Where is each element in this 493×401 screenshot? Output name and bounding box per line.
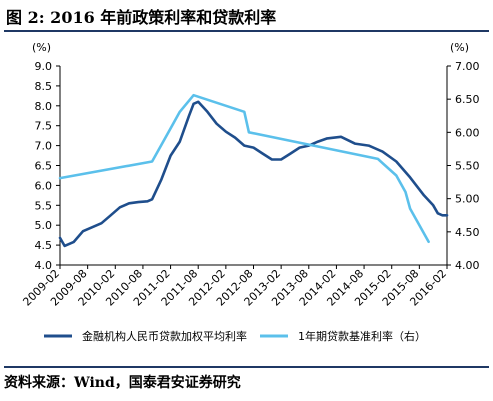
left-tick-label: 7.0 (35, 140, 53, 153)
figure-title: 图 2: 2016 年前政策利率和贷款利率 (6, 8, 277, 27)
right-y-axis: (%) 4.00 4.50 5.00 5.50 6.00 6.50 7.00 (446, 41, 480, 272)
legend-label: 金融机构人民币贷款加权平均利率 (82, 329, 247, 343)
left-tick-label: 8.5 (35, 80, 53, 93)
right-tick-label: 5.50 (455, 160, 480, 173)
series-layer (58, 93, 449, 248)
legend-label: 1年期贷款基准利率（右） (298, 329, 426, 343)
x-axis: 2009-022009-082010-022010-082011-022011-… (20, 264, 449, 309)
left-tick-label: 8.0 (35, 100, 53, 113)
source-note: 资料来源：Wind，国泰君安证券研究 (4, 375, 241, 391)
title-rule (4, 30, 489, 32)
left-tick-label: 4.0 (35, 259, 53, 272)
source-rule (4, 366, 489, 368)
left-tick-label: 9.0 (35, 60, 53, 73)
right-tick-label: 6.00 (455, 126, 480, 139)
left-tick-label: 6.5 (35, 160, 53, 173)
left-tick-label: 5.5 (35, 199, 53, 212)
legend: 金融机构人民币贷款加权平均利率 1年期贷款基准利率（右） (44, 329, 426, 343)
left-tick-label: 5.0 (35, 219, 53, 232)
right-tick-label: 5.00 (455, 193, 480, 206)
left-y-axis: (%) 4.0 4.5 5.0 5.5 6.0 6.5 7.0 7.5 8.0 8.5 9.0 (32, 41, 61, 272)
right-tick-label: 4.50 (455, 226, 480, 239)
left-tick-label: 6.0 (35, 179, 53, 192)
left-tick-label: 4.5 (35, 239, 53, 252)
left-tick-label: 7.5 (35, 120, 53, 133)
right-tick-label: 4.00 (455, 259, 480, 272)
right-tick-label: 6.50 (455, 93, 480, 106)
benchmark-rate-line (58, 93, 430, 244)
loan-weighted-rate-line (58, 100, 449, 248)
right-axis-unit: (%) (450, 41, 469, 54)
right-tick-label: 7.00 (455, 60, 480, 73)
left-axis-unit: (%) (32, 41, 51, 54)
